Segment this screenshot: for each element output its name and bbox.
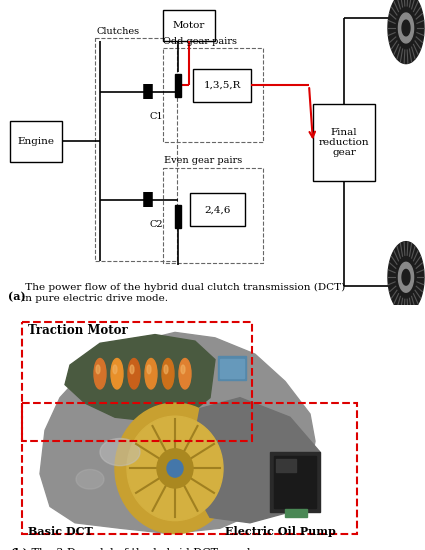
Text: (b): (b) xyxy=(10,548,29,550)
Text: (a): (a) xyxy=(8,292,25,302)
Ellipse shape xyxy=(100,438,140,466)
Text: Motor: Motor xyxy=(173,21,205,30)
Ellipse shape xyxy=(113,365,117,374)
Text: Traction Motor: Traction Motor xyxy=(28,324,128,337)
Polygon shape xyxy=(65,334,215,422)
Ellipse shape xyxy=(96,365,100,374)
Polygon shape xyxy=(399,262,414,292)
Text: 2,4,6: 2,4,6 xyxy=(204,205,231,214)
Ellipse shape xyxy=(181,365,185,374)
Bar xyxy=(163,48,263,142)
Bar xyxy=(276,459,296,472)
Bar xyxy=(274,456,316,508)
Circle shape xyxy=(127,416,223,521)
Text: Final
reduction
gear: Final reduction gear xyxy=(319,128,369,157)
Bar xyxy=(190,194,245,227)
Ellipse shape xyxy=(162,359,174,389)
Bar xyxy=(95,38,177,261)
Text: Odd gear pairs: Odd gear pairs xyxy=(163,37,237,46)
Text: C1: C1 xyxy=(150,112,164,121)
Bar xyxy=(270,452,320,512)
Text: Even gear pairs: Even gear pairs xyxy=(164,156,242,166)
Bar xyxy=(22,322,252,441)
Polygon shape xyxy=(388,0,424,64)
Text: Basic DCT: Basic DCT xyxy=(28,526,93,537)
Polygon shape xyxy=(40,332,315,534)
Polygon shape xyxy=(388,241,424,313)
Ellipse shape xyxy=(111,359,123,389)
Ellipse shape xyxy=(130,365,134,374)
Ellipse shape xyxy=(128,359,140,389)
Bar xyxy=(218,356,246,380)
Ellipse shape xyxy=(76,470,104,489)
Bar xyxy=(193,69,251,102)
Bar xyxy=(313,104,375,180)
Circle shape xyxy=(115,403,235,534)
Text: Clutches: Clutches xyxy=(97,26,140,36)
Ellipse shape xyxy=(147,365,151,374)
Bar xyxy=(220,359,244,378)
Bar xyxy=(10,121,62,162)
Bar xyxy=(163,10,215,41)
Bar xyxy=(175,205,181,228)
Polygon shape xyxy=(402,20,410,36)
Circle shape xyxy=(167,460,183,477)
Text: Engine: Engine xyxy=(17,137,54,146)
Text: C2: C2 xyxy=(150,220,164,229)
Ellipse shape xyxy=(145,359,157,389)
Polygon shape xyxy=(192,398,320,523)
Text: Electric Oil Pump: Electric Oil Pump xyxy=(225,526,336,537)
Text: The 3-D model of the hybrid DCT gearbox.: The 3-D model of the hybrid DCT gearbox. xyxy=(28,548,270,550)
Polygon shape xyxy=(399,13,414,43)
Bar xyxy=(22,403,357,534)
Bar xyxy=(175,74,181,97)
Ellipse shape xyxy=(179,359,191,389)
Polygon shape xyxy=(402,270,410,285)
Text: The power flow of the hybrid dual clutch transmission (DCT)
in pure electric dri: The power flow of the hybrid dual clutch… xyxy=(22,283,345,302)
Bar xyxy=(285,509,307,518)
Circle shape xyxy=(157,449,193,488)
Bar xyxy=(163,168,263,263)
Ellipse shape xyxy=(94,359,106,389)
Ellipse shape xyxy=(164,365,168,374)
Text: 1,3,5,R: 1,3,5,R xyxy=(203,81,241,90)
